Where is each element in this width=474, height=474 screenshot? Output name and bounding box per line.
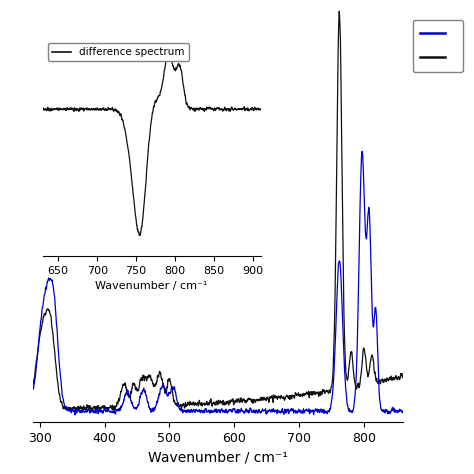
Legend: difference spectrum: difference spectrum: [48, 43, 189, 62]
Legend: , : ,: [413, 20, 463, 72]
X-axis label: Wavenumber / cm⁻¹: Wavenumber / cm⁻¹: [148, 450, 288, 464]
X-axis label: Wavenumber / cm⁻¹: Wavenumber / cm⁻¹: [95, 281, 208, 291]
